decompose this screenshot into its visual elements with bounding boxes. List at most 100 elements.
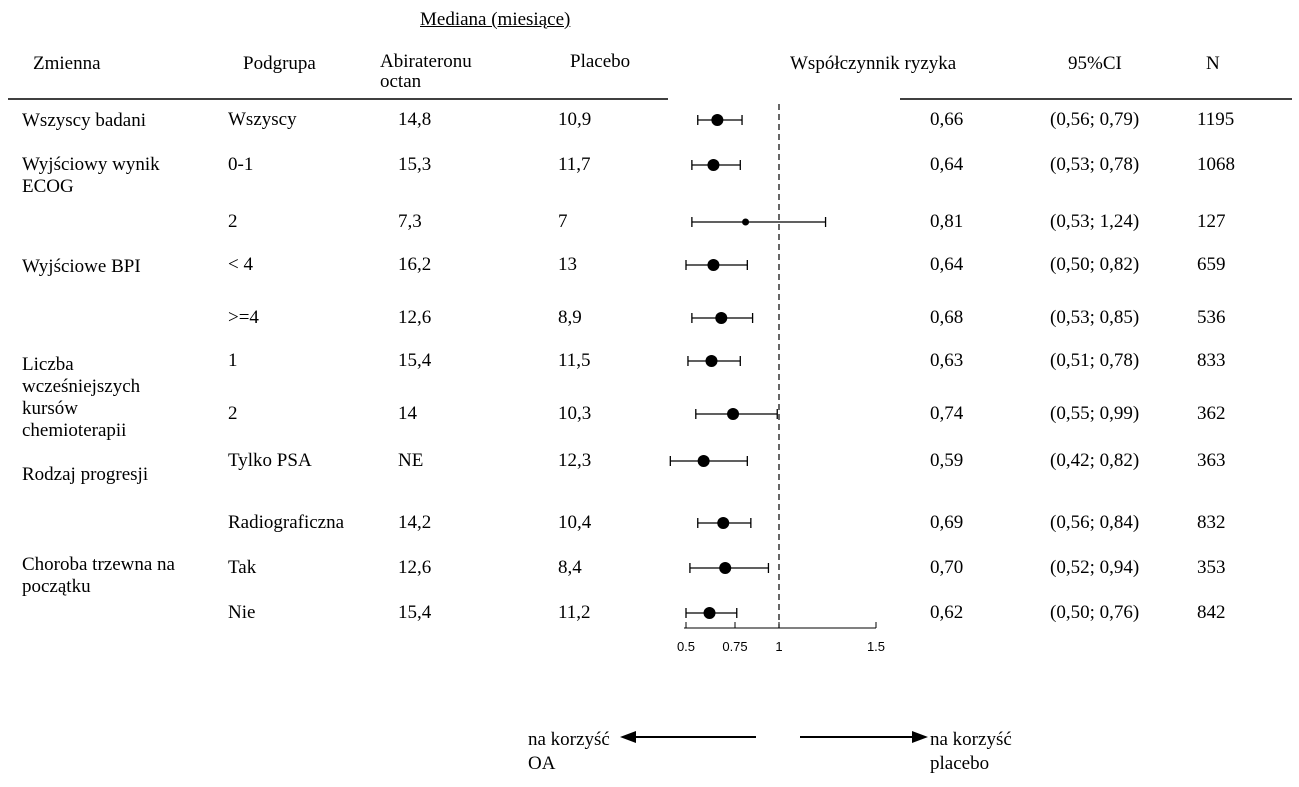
placebo-median-cell: 11,5	[558, 350, 591, 371]
ci-cell: (0,51; 0,78)	[1050, 350, 1140, 371]
abiraterone-median-cell: 12,6	[398, 307, 432, 328]
x-tick-label: 0.5	[677, 639, 695, 654]
column-header-variable: Zmienna	[33, 53, 101, 74]
subgroup-cell: >=4	[228, 307, 259, 328]
variable-label: Wyjściowe BPI	[22, 256, 141, 277]
ci-cell: (0,56; 0,79)	[1050, 109, 1140, 130]
n-cell: 1068	[1197, 154, 1235, 175]
ci-cell: (0,52; 0,94)	[1050, 557, 1140, 578]
ci-cell: (0,56; 0,84)	[1050, 512, 1140, 533]
n-cell: 842	[1197, 602, 1226, 623]
placebo-median-cell: 11,7	[558, 154, 591, 175]
placebo-median-cell: 8,9	[558, 307, 582, 328]
hazard-ratio-point	[697, 455, 710, 467]
n-cell: 833	[1197, 350, 1226, 371]
n-cell: 362	[1197, 403, 1226, 424]
n-cell: 659	[1197, 254, 1226, 275]
ci-cell: (0,50; 0,76)	[1050, 602, 1140, 623]
hazard-ratio-cell: 0,64	[930, 254, 964, 275]
hazard-ratio-point	[703, 607, 716, 619]
column-header-hazard-ratio: Współczynnik ryzyka	[790, 53, 957, 74]
n-cell: 363	[1197, 450, 1226, 471]
x-tick-label: 0.75	[722, 639, 747, 654]
hazard-ratio-cell: 0,74	[930, 403, 964, 424]
column-header-abiraterone: Abirateronu octan	[380, 51, 472, 92]
subgroup-cell: 2	[228, 211, 238, 232]
n-cell: 127	[1197, 211, 1226, 232]
ci-cell: (0,55; 0,99)	[1050, 403, 1140, 424]
abiraterone-median-cell: 12,6	[398, 557, 432, 578]
abiraterone-median-cell: 16,2	[398, 254, 432, 275]
subgroup-cell: Wszyscy	[228, 109, 297, 130]
n-cell: 353	[1197, 557, 1226, 578]
legend-favours-placebo: na korzyść placebo	[930, 729, 1012, 774]
placebo-median-cell: 10,3	[558, 403, 592, 424]
hazard-ratio-cell: 0,69	[930, 512, 964, 533]
hazard-ratio-point	[719, 562, 732, 574]
abiraterone-median-cell: 7,3	[398, 211, 422, 232]
variable-label: Wszyscy badani	[22, 110, 146, 131]
variable-label: Wyjściowy wynik ECOG	[22, 154, 160, 197]
variable-label: Rodzaj progresji	[22, 464, 149, 485]
column-header-placebo: Placebo	[570, 51, 631, 72]
column-header-subgroup: Podgrupa	[243, 53, 316, 74]
hazard-ratio-point	[711, 114, 724, 126]
abiraterone-median-cell: 15,3	[398, 154, 432, 175]
column-header-ci: 95%CI	[1068, 53, 1122, 74]
placebo-median-cell: 10,9	[558, 109, 592, 130]
hazard-ratio-point	[707, 259, 720, 271]
variable-label: Choroba trzewna na początku	[22, 554, 175, 597]
ci-cell: (0,42; 0,82)	[1050, 450, 1140, 471]
ci-cell: (0,53; 0,78)	[1050, 154, 1140, 175]
placebo-median-cell: 8,4	[558, 557, 582, 578]
hazard-ratio-point	[705, 355, 718, 367]
subgroup-cell: 0-1	[228, 154, 254, 175]
ci-cell: (0,50; 0,82)	[1050, 254, 1140, 275]
subgroup-cell: Radiograficzna	[228, 512, 345, 533]
placebo-median-cell: 12,3	[558, 450, 592, 471]
x-tick-label: 1.5	[867, 639, 885, 654]
column-header-n: N	[1206, 53, 1220, 74]
subgroup-cell: 1	[228, 350, 238, 371]
hazard-ratio-cell: 0,68	[930, 307, 964, 328]
hazard-ratio-cell: 0,66	[930, 109, 964, 130]
placebo-median-cell: 11,2	[558, 602, 591, 623]
abiraterone-median-cell: 15,4	[398, 602, 432, 623]
hazard-ratio-cell: 0,81	[930, 211, 964, 232]
n-cell: 536	[1197, 307, 1226, 328]
subgroup-cell: < 4	[228, 254, 253, 275]
n-cell: 832	[1197, 512, 1226, 533]
placebo-median-cell: 13	[558, 254, 577, 275]
hazard-ratio-point	[707, 159, 720, 171]
subgroup-cell: 2	[228, 403, 238, 424]
hazard-ratio-point	[717, 517, 730, 529]
ci-cell: (0,53; 0,85)	[1050, 307, 1140, 328]
ci-cell: (0,53; 1,24)	[1050, 211, 1140, 232]
hazard-ratio-cell: 0,63	[930, 350, 964, 371]
subgroup-cell: Tylko PSA	[228, 450, 312, 471]
variable-label: Liczba wcześniejszych kursów chemioterap…	[22, 354, 141, 441]
hazard-ratio-cell: 0,62	[930, 602, 964, 623]
subgroup-cell: Tak	[228, 557, 257, 578]
ci-whisker	[691, 217, 827, 227]
hazard-ratio-point	[742, 218, 750, 226]
placebo-median-cell: 7	[558, 211, 568, 232]
n-cell: 1195	[1197, 109, 1235, 130]
arrow-left-icon	[620, 731, 636, 743]
abiraterone-median-cell: 14,8	[398, 109, 432, 130]
hazard-ratio-cell: 0,70	[930, 557, 964, 578]
hazard-ratio-cell: 0,59	[930, 450, 964, 471]
hazard-ratio-cell: 0,64	[930, 154, 964, 175]
placebo-median-cell: 10,4	[558, 512, 592, 533]
abiraterone-median-cell: NE	[398, 450, 424, 471]
abiraterone-median-cell: 14	[398, 403, 417, 424]
arrow-right-icon	[912, 731, 928, 743]
abiraterone-median-cell: 15,4	[398, 350, 432, 371]
abiraterone-median-cell: 14,2	[398, 512, 432, 533]
hazard-ratio-point	[715, 312, 728, 324]
median-group-header: Mediana (miesiące)	[420, 9, 571, 30]
x-tick-label: 1	[775, 639, 782, 654]
legend-favours-oa: na korzyść OA	[528, 729, 610, 774]
hazard-ratio-point	[727, 408, 740, 420]
